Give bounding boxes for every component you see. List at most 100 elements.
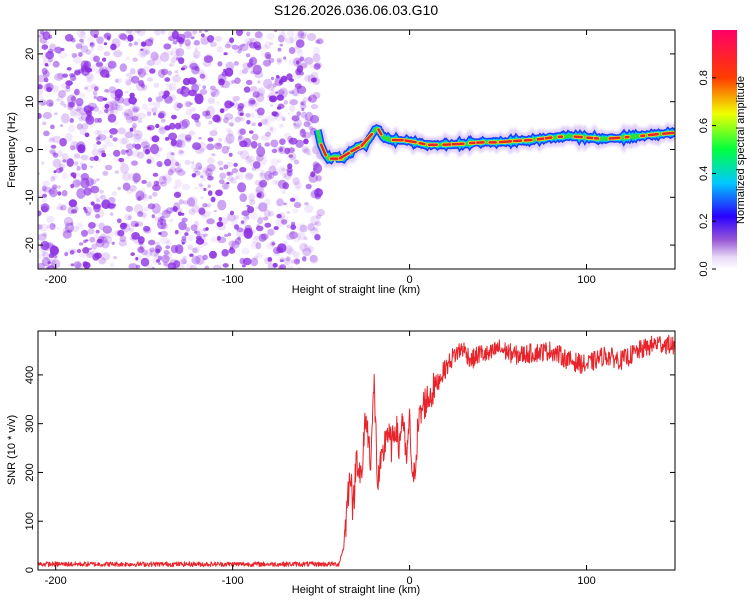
noise-speckle <box>51 57 56 62</box>
noise-speckle <box>94 117 99 123</box>
noise-speckle <box>124 131 134 139</box>
noise-speckle <box>119 137 128 145</box>
noise-speckle <box>235 172 244 181</box>
noise-speckle <box>254 108 260 112</box>
noise-speckle <box>110 212 114 216</box>
noise-speckle <box>291 115 300 122</box>
noise-speckle <box>201 241 208 246</box>
noise-speckle <box>271 242 275 246</box>
noise-speckle <box>41 67 48 75</box>
noise-speckle <box>215 189 223 197</box>
noise-speckle <box>275 217 285 228</box>
noise-speckle <box>278 80 283 85</box>
noise-speckle <box>151 203 161 214</box>
noise-speckle <box>118 239 127 247</box>
noise-speckle <box>276 106 282 110</box>
noise-speckle <box>152 54 162 66</box>
noise-speckle <box>180 212 185 216</box>
noise-speckle <box>38 112 42 119</box>
noise-speckle <box>146 181 152 188</box>
noise-speckle <box>88 222 96 229</box>
noise-speckle <box>136 67 146 76</box>
noise-speckle <box>299 243 308 252</box>
noise-speckle <box>76 248 82 254</box>
track-hot-red <box>647 132 659 137</box>
noise-speckle <box>314 234 321 241</box>
noise-speckle <box>62 227 70 234</box>
noise-speckle <box>52 173 58 180</box>
noise-speckle <box>249 160 256 168</box>
noise-speckle <box>276 198 284 207</box>
noise-speckle <box>197 243 203 249</box>
noise-speckle <box>97 130 103 135</box>
noise-speckle <box>310 103 319 110</box>
noise-speckle <box>159 182 164 186</box>
noise-speckle <box>140 83 145 88</box>
noise-speckle <box>80 41 85 45</box>
noise-speckle <box>50 176 56 182</box>
noise-speckle <box>296 85 307 95</box>
noise-speckle <box>128 263 138 269</box>
noise-speckle <box>289 152 297 161</box>
noise-speckle <box>149 249 159 257</box>
noise-speckle <box>92 90 98 96</box>
noise-speckle <box>283 100 288 105</box>
noise-speckle <box>205 227 209 231</box>
noise-speckle <box>251 167 257 171</box>
noise-speckle <box>246 204 250 208</box>
noise-speckle <box>315 214 322 219</box>
noise-speckle <box>203 233 208 237</box>
noise-speckle <box>86 73 95 82</box>
noise-speckle <box>170 207 175 211</box>
noise-speckle <box>312 227 318 231</box>
noise-speckle <box>103 32 112 39</box>
noise-speckle <box>191 173 197 178</box>
noise-speckle <box>246 119 251 125</box>
noise-speckle <box>273 112 280 118</box>
noise-speckle <box>155 241 160 247</box>
noise-speckle <box>163 175 172 185</box>
noise-speckle <box>172 75 181 83</box>
noise-speckle <box>237 236 241 241</box>
noise-speckle <box>141 179 147 184</box>
noise-speckle <box>178 221 187 231</box>
noise-speckle <box>214 142 223 150</box>
noise-speckle <box>214 88 219 93</box>
noise-speckle <box>302 248 312 257</box>
noise-speckle <box>98 67 105 75</box>
noise-speckle <box>208 120 213 125</box>
noise-speckle <box>147 126 152 130</box>
noise-speckle <box>38 84 43 90</box>
noise-speckle <box>84 132 90 138</box>
noise-speckle <box>293 159 300 165</box>
noise-speckle <box>110 106 119 115</box>
noise-speckle <box>155 123 160 129</box>
noise-speckle <box>235 30 243 37</box>
noise-speckle <box>261 134 270 141</box>
noise-speckle <box>51 262 56 266</box>
noise-speckle <box>254 31 264 41</box>
noise-speckle <box>38 224 43 230</box>
noise-speckle <box>249 99 256 105</box>
spectrogram-x-tick-label: -100 <box>222 274 244 286</box>
noise-speckle <box>89 236 96 243</box>
noise-speckle <box>195 254 205 265</box>
noise-speckle <box>146 59 155 66</box>
colorbar-tick-label: 0.8 <box>698 70 710 85</box>
noise-speckle <box>177 163 182 168</box>
noise-speckle <box>78 107 88 115</box>
noise-speckle <box>276 166 286 175</box>
noise-speckle <box>128 96 138 105</box>
noise-speckle <box>125 56 130 61</box>
noise-speckle <box>268 165 277 175</box>
noise-speckle <box>224 43 231 49</box>
noise-speckle <box>96 178 100 182</box>
noise-speckle <box>113 149 121 157</box>
noise-speckle <box>292 177 300 186</box>
noise-speckle <box>312 53 321 63</box>
noise-speckle <box>81 229 88 237</box>
noise-speckle <box>197 166 203 171</box>
noise-speckle <box>169 137 177 146</box>
noise-speckle <box>281 219 288 225</box>
noise-speckle <box>265 131 271 137</box>
